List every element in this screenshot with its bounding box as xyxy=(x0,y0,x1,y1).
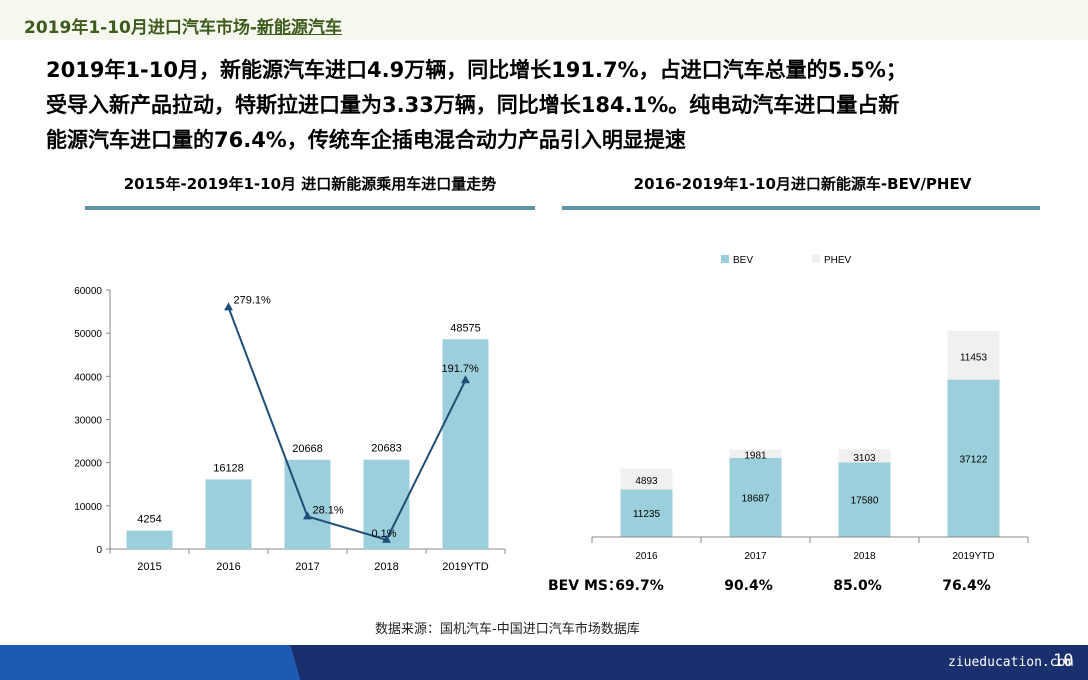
bev-bar xyxy=(947,379,1000,537)
left-bar-value-label: 20668 xyxy=(292,443,323,455)
left-bar xyxy=(442,339,489,549)
left-bar-value-label: 48575 xyxy=(450,322,481,334)
growth-marker xyxy=(461,375,470,384)
legend-swatch-phev xyxy=(812,255,820,263)
legend-label-bev: BEV xyxy=(733,255,753,266)
page-number: 10 xyxy=(1053,651,1074,671)
legend-swatch-bev xyxy=(721,255,729,263)
left-x-tick-label: 2019YTD xyxy=(442,561,489,573)
title-bar xyxy=(0,0,1088,40)
right-x-tick-label: 2018 xyxy=(853,551,876,562)
phev-bar xyxy=(947,331,1000,380)
bev-ms-value: 69.7% xyxy=(615,578,664,594)
legend-label-phev: PHEV xyxy=(824,255,852,266)
phev-bar xyxy=(729,449,782,458)
page-title-prefix: 2019年1-10月进口汽车市场- xyxy=(24,18,257,38)
summary-line-1: 2019年1-10月，新能源汽车进口4.9万辆，同比增长191.7%，占进口汽车… xyxy=(46,58,907,82)
left-x-tick-label: 2018 xyxy=(374,561,398,573)
bev-bar xyxy=(620,489,673,537)
bev-bar xyxy=(729,457,782,537)
right-x-tick-label: 2017 xyxy=(744,551,767,562)
growth-label: 28.1% xyxy=(313,504,344,516)
phev-bar xyxy=(620,468,673,490)
left-bar xyxy=(126,530,173,549)
growth-label: 279.1% xyxy=(234,294,272,306)
left-y-tick-label: 30000 xyxy=(74,416,102,427)
left-x-tick-label: 2017 xyxy=(295,561,319,573)
left-title-underline xyxy=(85,206,535,210)
summary-line-2: 受导入新产品拉动，特斯拉进口量为3.33万辆，同比增长184.1%。纯电动汽车进… xyxy=(46,93,900,117)
bev-ms-label: BEV MS： xyxy=(548,578,622,594)
page-title: 2019年1-10月进口汽车市场-新能源汽车 xyxy=(24,13,342,38)
bev-value-label: 17580 xyxy=(851,496,879,507)
right-x-tick-label: 2019YTD xyxy=(952,551,994,562)
left-y-tick-label: 10000 xyxy=(74,502,102,513)
left-x-tick-label: 2016 xyxy=(216,561,240,573)
bev-value-label: 11235 xyxy=(633,509,661,520)
left-y-tick-label: 40000 xyxy=(74,372,102,383)
bev-ms-value: 90.4% xyxy=(724,578,773,594)
phev-value-label: 11453 xyxy=(960,352,988,363)
charts-canvas: 0 10000 20000 30000 40000 50000 60000 4254 2015 1… xyxy=(74,255,1029,594)
phev-value-label: 4893 xyxy=(635,476,658,487)
left-chart-title: 2015年-2019年1-10月 进口新能源乘用车进口量走势 xyxy=(123,175,497,193)
right-chart-title: 2016-2019年1-10月进口新能源车-BEV/PHEV xyxy=(633,175,972,193)
growth-line xyxy=(227,307,467,541)
left-y-tick-label: 0 xyxy=(96,545,102,556)
growth-marker xyxy=(303,511,312,520)
phev-value-label: 1981 xyxy=(744,451,767,462)
left-bar-value-label: 20683 xyxy=(371,443,402,455)
bev-value-label: 37122 xyxy=(960,454,988,465)
left-y-tick-label: 20000 xyxy=(74,459,102,470)
left-bar xyxy=(363,459,410,549)
growth-label: 191.7% xyxy=(442,363,480,375)
bev-value-label: 18687 xyxy=(742,493,770,504)
left-bar xyxy=(205,479,252,549)
bev-bar xyxy=(838,462,891,537)
left-y-tick-label: 60000 xyxy=(74,286,102,297)
footer-band xyxy=(0,645,1088,680)
left-x-tick-label: 2015 xyxy=(137,561,161,573)
left-y-tick-label: 50000 xyxy=(74,329,102,340)
phev-value-label: 3103 xyxy=(853,453,876,464)
bev-ms-value: 76.4% xyxy=(942,578,991,594)
growth-marker xyxy=(382,534,391,543)
data-source: 数据来源：国机汽车-中国进口汽车市场数据库 xyxy=(375,622,640,637)
summary-line-3: 能源汽车进口量的76.4%，传统车企插电混合动力产品引入明显提速 xyxy=(46,128,686,152)
right-x-tick-label: 2016 xyxy=(635,551,658,562)
watermark: ziueducation.com xyxy=(948,655,1074,670)
page-title-highlight: 新能源汽车 xyxy=(256,18,342,38)
growth-label: 0.1% xyxy=(372,528,397,540)
bev-ms-value: 85.0% xyxy=(833,578,882,594)
growth-marker xyxy=(224,302,233,311)
right-title-underline xyxy=(562,206,1040,210)
left-bar-value-label: 16128 xyxy=(213,462,244,474)
phev-bar xyxy=(838,449,891,463)
left-bar-value-label: 4254 xyxy=(137,514,161,526)
